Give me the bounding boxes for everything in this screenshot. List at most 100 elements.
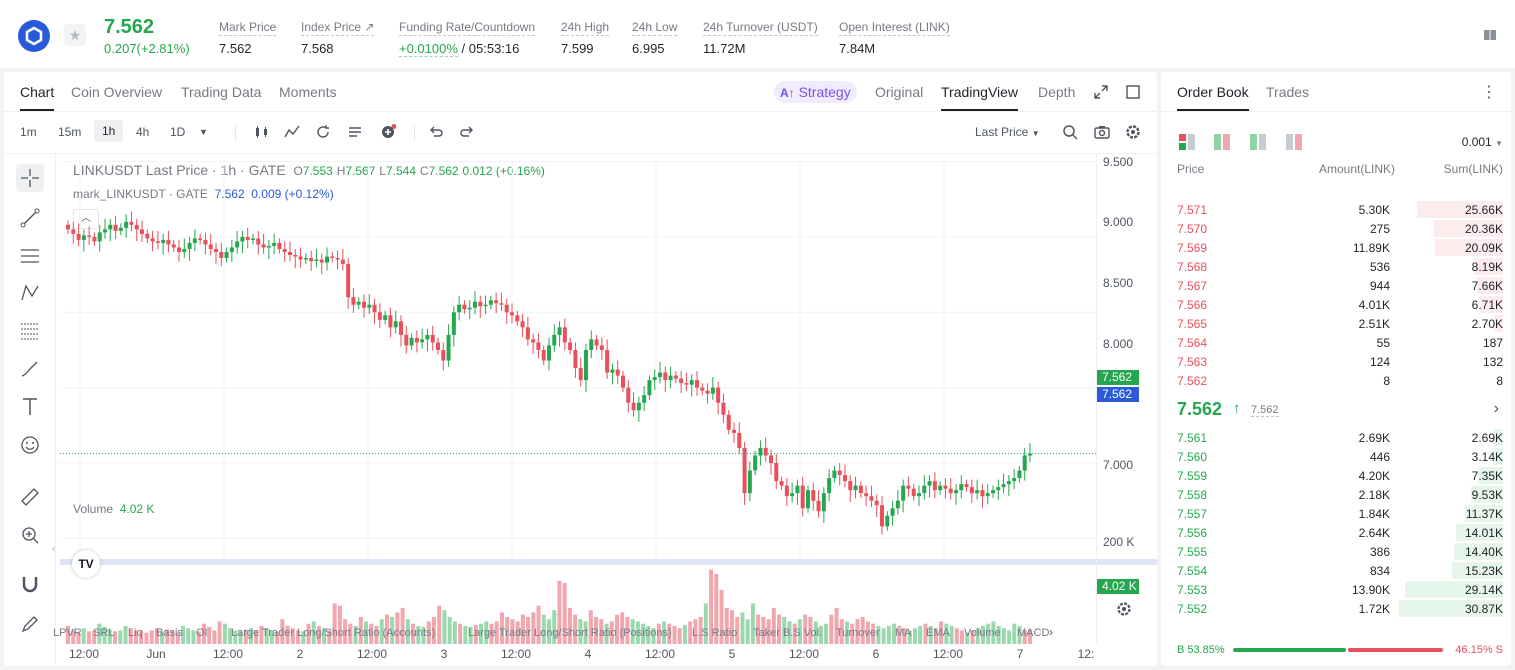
- orderbook-row[interactable]: 7.567 944 7.66K: [1177, 276, 1503, 295]
- brush-tool-icon[interactable]: [16, 355, 44, 383]
- indicators-icon[interactable]: [284, 124, 300, 140]
- trend-line-tool-icon[interactable]: [16, 204, 44, 232]
- indicator-l-s-ratio[interactable]: L.S Ratio: [692, 627, 738, 639]
- orderbook-row[interactable]: 7.552 1.72K 30.87K: [1177, 599, 1503, 618]
- orderbook-row[interactable]: 7.554 834 15.23K: [1177, 561, 1503, 580]
- indicator-large-trader-long-short-ratio-positions-[interactable]: Large Trader Long/Short Ratio (Positions…: [468, 627, 672, 639]
- volume-bar: [233, 630, 238, 644]
- orderbook-row[interactable]: 7.571 5.30K 25.66K: [1177, 200, 1503, 219]
- favorite-star-icon[interactable]: ★: [64, 24, 86, 46]
- view-asks-icon[interactable]: [1286, 134, 1302, 150]
- redo-icon[interactable]: [459, 124, 475, 140]
- templates-icon[interactable]: [347, 124, 363, 140]
- strategy-button[interactable]: A↑ Strategy: [774, 81, 857, 103]
- price-type-select[interactable]: Last Price ▼: [975, 125, 1040, 139]
- volume-bar: [845, 621, 850, 644]
- indicator-turnover[interactable]: Turnover: [836, 627, 880, 639]
- candles-icon[interactable]: [254, 124, 270, 140]
- pencil-icon[interactable]: [16, 610, 44, 638]
- orderbook-row[interactable]: 7.565 2.51K 2.70K: [1177, 314, 1503, 333]
- pattern-tool-icon[interactable]: [16, 279, 44, 307]
- indicator-macd[interactable]: MACD: [1017, 627, 1050, 639]
- chevron-right-icon[interactable]: ›: [1049, 625, 1053, 639]
- timeframe-1d[interactable]: 1D: [170, 125, 186, 139]
- orderbook-row[interactable]: 7.556 2.64K 14.01K: [1177, 523, 1503, 542]
- replay-icon[interactable]: [315, 124, 331, 140]
- view-tradingview[interactable]: TradingView: [941, 84, 1019, 111]
- tab-coin-overview[interactable]: Coin Overview: [71, 84, 163, 100]
- indicator-taker-b-s-vol-[interactable]: Taker B.S Vol.: [753, 627, 823, 639]
- orderbook-row[interactable]: 7.562 8 8: [1177, 371, 1503, 390]
- indicator-oi[interactable]: OI: [196, 627, 208, 639]
- orderbook-row[interactable]: 7.568 536 8.19K: [1177, 257, 1503, 276]
- timeframe-15m[interactable]: 15m: [58, 125, 82, 139]
- more-options-icon[interactable]: ⋮: [1481, 84, 1497, 101]
- indicator-srl[interactable]: SRL: [93, 627, 115, 639]
- magnet-icon[interactable]: [16, 570, 44, 598]
- view-depth[interactable]: Depth: [1038, 84, 1076, 100]
- tradingview-logo-icon[interactable]: TV: [72, 550, 100, 578]
- crosshair-tool-icon[interactable]: [16, 164, 44, 192]
- timeframe-4h[interactable]: 4h: [136, 125, 150, 139]
- low-key: L: [379, 164, 386, 178]
- orderbook-row[interactable]: 7.570 275 20.36K: [1177, 219, 1503, 238]
- expand-icon[interactable]: [1094, 85, 1108, 99]
- emoji-tool-icon[interactable]: [16, 431, 44, 459]
- timeframe-dropdown-icon[interactable]: ▼: [199, 127, 208, 137]
- candle: [906, 485, 911, 489]
- candle: [774, 463, 779, 482]
- tab-moments[interactable]: Moments: [279, 84, 337, 100]
- orderbook-row[interactable]: 7.553 13.90K 29.14K: [1177, 580, 1503, 599]
- price-axis[interactable]: 9.500 9.000 8.500 8.000 7.000 7.562 7.56…: [1096, 154, 1157, 644]
- time-axis[interactable]: 12:00 Jun 12:00 2 12:00 3 12:00 4 12:00 5 12:00 6 12…: [60, 644, 1096, 664]
- fib-tool-icon[interactable]: [16, 317, 44, 345]
- orderbook-row[interactable]: 7.555 386 14.40K: [1177, 542, 1503, 561]
- view-split-icon[interactable]: [1214, 134, 1230, 150]
- tab-trades[interactable]: Trades: [1266, 84, 1310, 100]
- orderbook-row[interactable]: 7.560 446 3.14K: [1177, 447, 1503, 466]
- add-alert-icon[interactable]: [380, 124, 396, 140]
- precision-select[interactable]: 0.001 ▼: [1462, 135, 1503, 149]
- timeframe-1m[interactable]: 1m: [20, 125, 37, 139]
- orderbook-row[interactable]: 7.564 55 187: [1177, 333, 1503, 352]
- orderbook-row[interactable]: 7.559 4.20K 7.35K: [1177, 466, 1503, 485]
- orderbook-row[interactable]: 7.563 124 132: [1177, 352, 1503, 371]
- view-bids-icon[interactable]: [1250, 134, 1266, 150]
- ruler-tool-icon[interactable]: [16, 483, 44, 511]
- orderbook-row[interactable]: 7.558 2.18K 9.53K: [1177, 485, 1503, 504]
- chevron-left-icon[interactable]: ‹: [52, 543, 56, 555]
- indicator-large-trader-long-short-ratio-accounts-[interactable]: Large Trader Long/Short Ratio (Accounts): [231, 627, 436, 639]
- pane-divider[interactable]: [60, 559, 1157, 565]
- camera-icon[interactable]: [1094, 124, 1110, 140]
- volume-bar: [954, 628, 959, 644]
- candlestick-chart[interactable]: [60, 154, 1096, 561]
- text-tool-icon[interactable]: [16, 393, 44, 421]
- indicator-ema[interactable]: EMA: [926, 627, 950, 639]
- orderbook-row[interactable]: 7.561 2.69K 2.69K: [1177, 428, 1503, 447]
- tab-order-book[interactable]: Order Book: [1177, 84, 1249, 111]
- stat-index-price[interactable]: Index Price ↗ 7.568: [301, 18, 375, 56]
- settings-gear-icon[interactable]: [1125, 124, 1141, 140]
- orderbook-row[interactable]: 7.566 4.01K 6.71K: [1177, 295, 1503, 314]
- indicator-ma[interactable]: MA: [895, 627, 912, 639]
- indicator-lpvr[interactable]: LPVR: [53, 627, 82, 639]
- timeframe-1h[interactable]: 1h: [94, 120, 124, 142]
- indicator-liq[interactable]: Liq: [128, 627, 143, 639]
- view-both-icon[interactable]: [1179, 134, 1195, 150]
- horizontal-lines-tool-icon[interactable]: [16, 242, 44, 270]
- tab-chart[interactable]: Chart: [20, 84, 55, 111]
- zoom-in-icon[interactable]: [16, 521, 44, 549]
- orderbook-row[interactable]: 7.557 1.84K 11.37K: [1177, 504, 1503, 523]
- mid-price-row[interactable]: 7.562 ↑ 7.562 ›: [1177, 399, 1503, 423]
- indicator-basis[interactable]: Basis: [156, 627, 183, 639]
- undo-icon[interactable]: [428, 124, 444, 140]
- tab-trading-data[interactable]: Trading Data: [181, 84, 262, 100]
- volume-chart[interactable]: [60, 565, 1096, 644]
- auto-scale-gear-icon[interactable]: [1116, 601, 1132, 617]
- window-icon[interactable]: [1126, 85, 1140, 99]
- indicator-volume[interactable]: Volume: [964, 627, 1001, 639]
- book-icon[interactable]: [1483, 28, 1497, 42]
- orderbook-row[interactable]: 7.569 11.89K 20.09K: [1177, 238, 1503, 257]
- search-icon[interactable]: [1062, 124, 1078, 140]
- view-original[interactable]: Original: [875, 84, 924, 100]
